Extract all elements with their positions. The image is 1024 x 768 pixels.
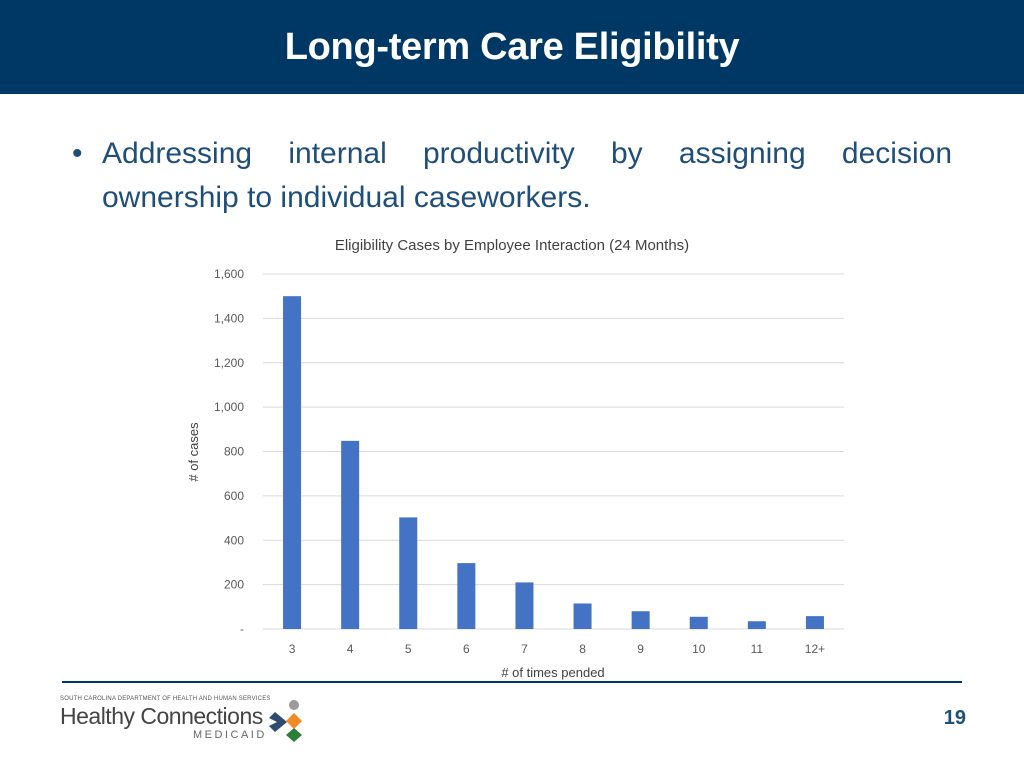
bar-7 [515, 582, 534, 629]
y-tick-label: 800 [224, 445, 244, 459]
x-tick-label: 9 [637, 642, 644, 656]
logo-program-text: MEDICAID [193, 729, 267, 741]
logo-agency-text: SOUTH CAROLINA DEPARTMENT OF HEALTH AND … [60, 696, 271, 702]
slide-header: Long-term Care Eligibility [0, 0, 1024, 94]
x-tick-label: 6 [463, 642, 470, 656]
bar-11 [747, 621, 766, 629]
x-tick-label: 4 [347, 642, 354, 656]
x-tick-label: 8 [579, 642, 586, 656]
bullet-dot-icon: • [72, 137, 83, 170]
y-tick-label: 1,400 [214, 311, 244, 325]
y-tick-label: 600 [224, 489, 244, 503]
y-tick-label: 1,200 [214, 356, 244, 370]
bar-3 [283, 296, 302, 629]
bullet-item: • Addressing internal productivity by as… [72, 132, 952, 220]
bar-10 [689, 616, 708, 629]
bar-5 [399, 517, 418, 629]
logo-mark-icon [269, 700, 302, 742]
bar-9 [631, 611, 650, 629]
bar-12+ [805, 616, 824, 629]
y-axis-label: # of cases [186, 422, 201, 482]
x-tick-label: 10 [692, 642, 706, 656]
y-tick-label: - [240, 622, 244, 636]
x-axis-label: # of times pended [501, 665, 604, 680]
bar-4 [341, 440, 360, 629]
y-tick-label: 1,600 [214, 267, 244, 281]
x-tick-label: 11 [751, 642, 764, 656]
x-tick-label: 5 [405, 642, 412, 656]
chart-title: Eligibility Cases by Employee Interactio… [335, 237, 689, 254]
bar-6 [457, 563, 476, 629]
slide-title: Long-term Care Eligibility [284, 25, 740, 68]
y-tick-label: 400 [224, 533, 244, 547]
bullet-text: Addressing internal productivity by assi… [102, 137, 952, 214]
x-tick-label: 3 [289, 642, 296, 656]
healthy-connections-logo: SOUTH CAROLINA DEPARTMENT OF HEALTH AND … [60, 696, 310, 744]
footer-divider [62, 681, 962, 683]
page-number: 19 [943, 707, 966, 729]
y-tick-label: 1,000 [214, 400, 244, 414]
bar-8 [573, 603, 592, 629]
logo-name-text: Healthy Connections [60, 703, 263, 729]
x-tick-label: 12+ [805, 642, 825, 656]
x-tick-label: 7 [521, 642, 528, 656]
y-tick-label: 200 [224, 578, 244, 592]
